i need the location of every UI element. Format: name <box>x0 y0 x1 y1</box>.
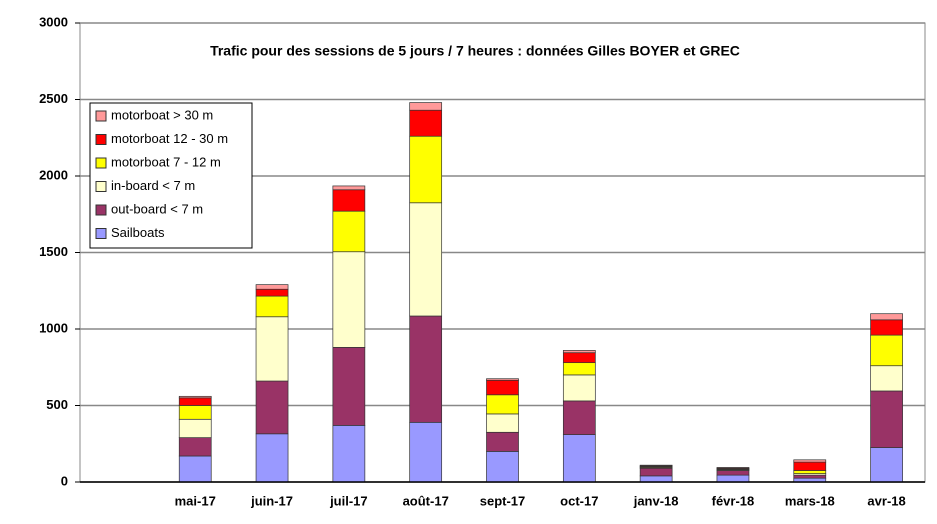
bar-segment <box>793 474 827 479</box>
bar-segment <box>255 433 289 483</box>
y-tick-label: 0 <box>61 473 68 488</box>
bar-segment <box>409 202 443 317</box>
x-tick-label: mai-17 <box>175 493 216 508</box>
chart-title: Trafic pour des sessions de 5 jours / 7 … <box>210 43 740 59</box>
bar-segment <box>178 405 212 420</box>
bar-segment <box>332 425 366 483</box>
x-tick-label: sept-17 <box>480 493 526 508</box>
y-tick-label: 2500 <box>39 91 68 106</box>
legend-swatch <box>95 181 107 192</box>
bar-segment <box>870 313 903 321</box>
legend-swatch <box>95 228 107 239</box>
bar-segment <box>255 316 289 382</box>
x-tick-label: oct-17 <box>560 493 598 508</box>
y-tick-label: 3000 <box>39 14 68 29</box>
bar-segment <box>178 418 212 438</box>
bar-segment <box>562 400 596 435</box>
bar-segment <box>486 431 519 452</box>
bar-segment <box>870 334 903 367</box>
legend-label: motorboat 7 - 12 m <box>111 154 221 169</box>
y-tick-label: 500 <box>46 397 68 412</box>
bar-segment <box>409 421 443 483</box>
bar-segment <box>178 397 212 406</box>
legend-label: Sailboats <box>111 225 165 240</box>
bar-segment <box>332 210 366 253</box>
bar-segment <box>255 288 289 297</box>
bar-segment <box>409 102 443 111</box>
y-tick-label: 1000 <box>39 320 68 335</box>
bar-segment <box>793 470 827 474</box>
bar-segment <box>486 379 519 396</box>
legend-label: in-board < 7 m <box>111 178 195 193</box>
bar-segment <box>562 350 596 354</box>
bar-segment <box>870 365 903 392</box>
bar-segment <box>716 474 750 483</box>
x-tick-label: avr-18 <box>867 493 905 508</box>
bar-segment <box>716 470 750 476</box>
bar-segment <box>486 394 519 415</box>
bar-segment <box>332 189 366 212</box>
bar-segment <box>793 459 827 463</box>
legend-label: out-board < 7 m <box>111 201 203 216</box>
bar-segment <box>793 461 827 471</box>
bar-segment <box>178 437 212 457</box>
x-tick-label: juin-17 <box>250 493 293 508</box>
bar-segment <box>562 434 596 483</box>
y-tick-label: 1500 <box>39 244 68 259</box>
x-tick-label: janv-18 <box>633 493 679 508</box>
bar-segment <box>178 395 212 399</box>
bar-segment <box>332 185 366 191</box>
x-tick-label: mars-18 <box>785 493 835 508</box>
legend-label: motorboat > 30 m <box>111 107 213 122</box>
bar-segment <box>870 319 903 336</box>
x-tick-label: févr-18 <box>712 493 755 508</box>
bar-segment <box>255 284 289 290</box>
bar-segment <box>486 413 519 433</box>
legend-swatch <box>95 134 107 145</box>
legend-label: motorboat 12 - 30 m <box>111 131 228 146</box>
legend-box <box>89 102 253 249</box>
bar-segment <box>639 475 673 483</box>
x-tick-label: juil-17 <box>329 493 368 508</box>
legend-swatch <box>95 110 107 122</box>
bar-segment <box>716 467 750 469</box>
bar-segment <box>562 362 596 376</box>
y-tick-label: 2000 <box>39 167 68 182</box>
bar-segment <box>332 251 366 348</box>
bar-segment <box>255 295 289 318</box>
bar-segment <box>409 135 443 204</box>
bar-segment <box>255 380 289 435</box>
bar-segment <box>486 378 519 381</box>
bar-segment <box>332 347 366 426</box>
legend-swatch <box>95 157 107 169</box>
bar-segment <box>562 374 596 402</box>
bar-segment <box>870 390 903 448</box>
bar-segment <box>870 447 903 483</box>
bar-segment <box>562 352 596 364</box>
bar-segment <box>409 315 443 423</box>
x-tick-label: août-17 <box>403 493 449 508</box>
bar-segment <box>409 109 443 137</box>
bar-segment <box>178 455 212 483</box>
bar-segment <box>639 464 673 467</box>
bar-segment <box>639 467 673 477</box>
legend-swatch <box>95 204 107 216</box>
bar-segment <box>486 451 519 483</box>
